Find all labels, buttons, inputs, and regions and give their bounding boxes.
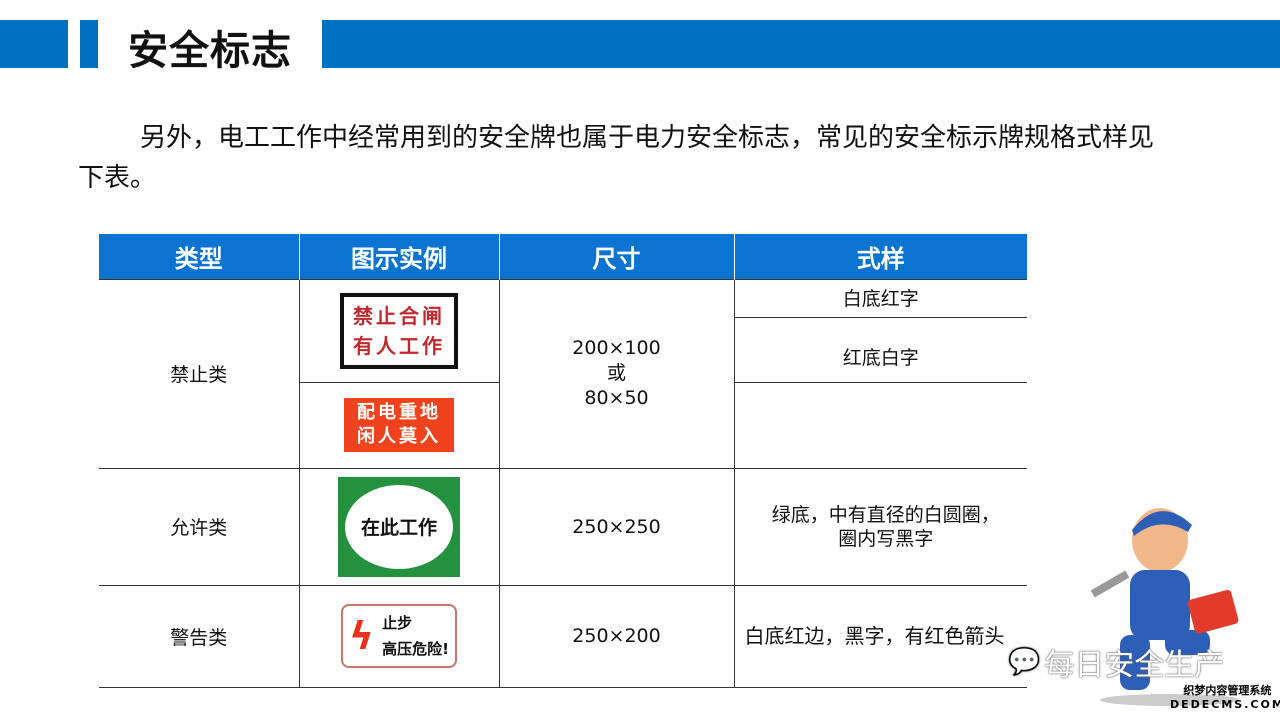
col-example: 图示实例 — [299, 234, 500, 279]
style-text: 白底红字 — [734, 280, 1027, 318]
style-cell: 白底红字 红底白字 — [733, 278, 1027, 383]
size-cell: 200×100 或 80×50 — [498, 278, 735, 469]
sign-table: 类型 图示实例 尺寸 式样 禁止类 禁止合闸有人工作 200×100 或 80×50… — [99, 234, 1027, 688]
style-cell: 白底红边，黑字，有红色箭头 — [733, 584, 1027, 688]
table-row: 配电重地 闲人莫入 — [99, 381, 1027, 469]
sign-text: 闲人莫入 — [357, 426, 441, 447]
type-cell: 禁止类 — [99, 278, 300, 469]
sign-permit: 在此工作 — [338, 476, 460, 577]
col-size: 尺寸 — [499, 234, 735, 279]
type-cell: 警告类 — [99, 584, 300, 688]
header-bar-left — [0, 20, 68, 68]
example-cell: ϟ 止步高压危险! — [298, 584, 500, 688]
watermark-text: DEDECMS.COM — [1170, 698, 1280, 711]
table-row: 警告类 ϟ 止步高压危险! 250×200 白底红边，黑字，有红色箭头 — [99, 584, 1027, 688]
watermark-text: 织梦内容管理系统 — [1183, 684, 1272, 697]
sign-text: 有人工作 — [353, 333, 445, 358]
sign-prohibit-2: 配电重地 闲人莫入 — [344, 398, 454, 452]
example-cell: 在此工作 — [298, 467, 500, 586]
header-bar-right — [322, 20, 1280, 68]
sign-text: 在此工作 — [345, 484, 453, 569]
sign-prohibit-1: 禁止合闸 有人工作 — [340, 292, 458, 369]
size-text: 200×100 — [572, 337, 661, 359]
example-cell: 禁止合闸 有人工作 — [298, 278, 500, 383]
size-cell: 250×200 — [498, 584, 735, 688]
header-bar-small — [80, 20, 98, 68]
worker-illustration — [1090, 508, 1240, 706]
size-text: 或 — [606, 362, 626, 384]
style-text: 红底白字 — [842, 346, 919, 369]
size-cell: 250×250 — [498, 467, 735, 586]
sign-text: 禁止合闸 — [353, 303, 445, 328]
table-row: 允许类 在此工作 250×250 绿底，中有直径的白圆圈，圈内写黑字 — [99, 467, 1027, 586]
sign-text: 配电重地 — [357, 402, 441, 423]
table-row: 禁止类 禁止合闸有人工作 200×100 或 80×50 白底红字 红底白字 — [99, 278, 1027, 469]
lightning-icon: ϟ — [349, 614, 375, 658]
intro-paragraph: 另外，电工工作中经常用到的安全牌也属于电力安全标志，常见的安全标示牌规格式样见下… — [78, 123, 1155, 193]
brand-text: 每日安全生产 — [1044, 648, 1225, 683]
style-cell-cont — [734, 382, 1027, 469]
col-type: 类型 — [99, 234, 300, 279]
style-cell: 绿底，中有直径的白圆圈，圈内写黑字 — [733, 467, 1027, 586]
wechat-icon: 💬 — [1008, 647, 1041, 677]
page-title: 安全标志 — [128, 28, 292, 74]
watermark: 织梦内容管理系统 DEDECMS.COM — [1170, 684, 1280, 712]
table-header: 类型 图示实例 尺寸 式样 — [99, 234, 1027, 279]
sign-text: 高压危险! — [382, 640, 449, 658]
sign-text: 止步 — [382, 614, 413, 632]
brand-label: 💬 每日安全生产 — [1008, 640, 1224, 684]
type-cell: 允许类 — [99, 467, 300, 586]
size-text: 80×50 — [584, 387, 649, 409]
sign-warning: ϟ 止步高压危险! — [341, 604, 457, 668]
example-cell: 配电重地 闲人莫入 — [299, 381, 500, 469]
col-style: 式样 — [734, 234, 1027, 279]
